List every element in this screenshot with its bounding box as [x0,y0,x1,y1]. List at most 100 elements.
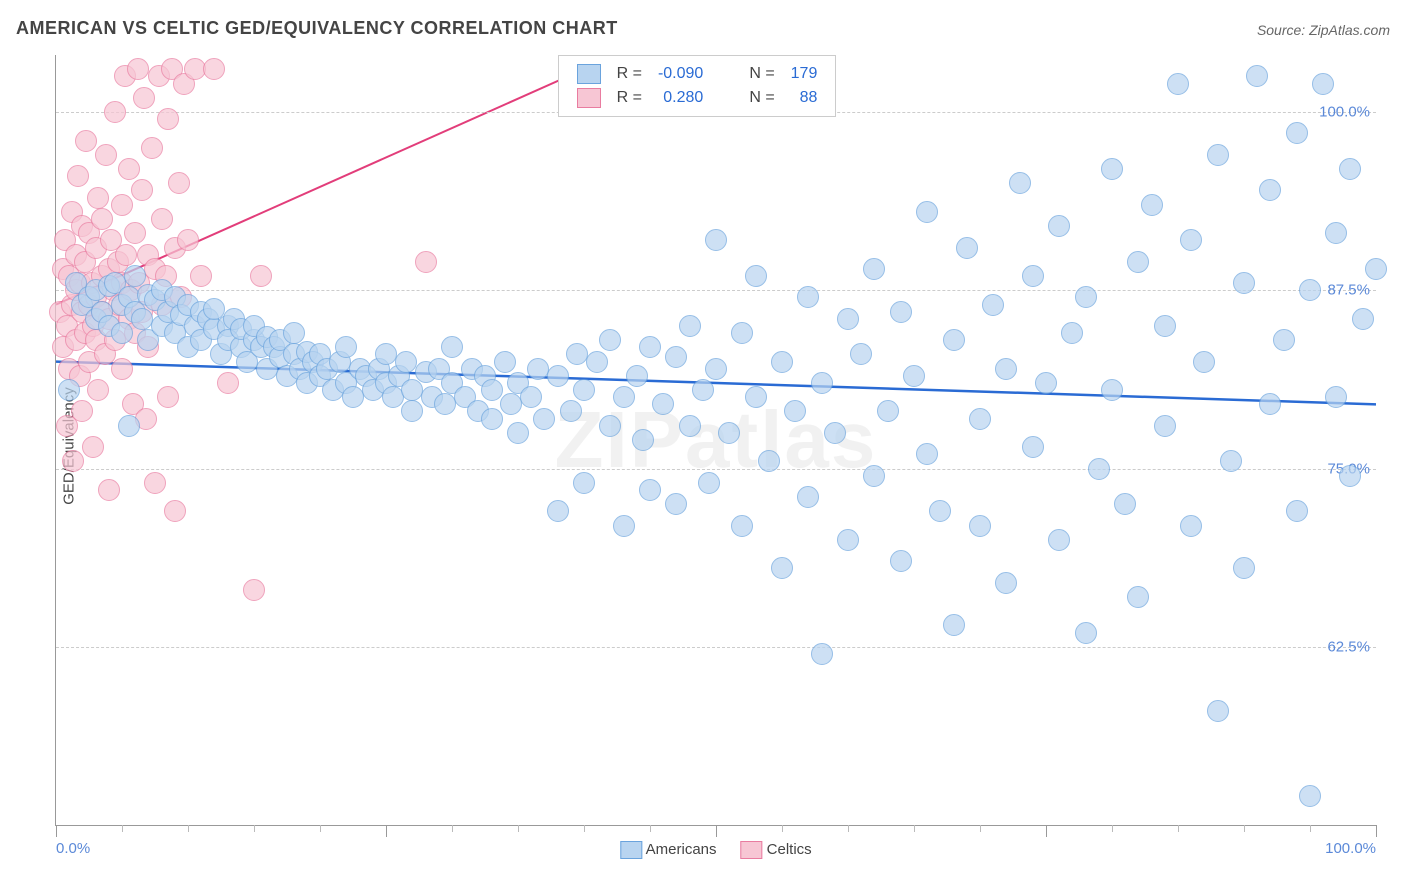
data-point-celtics [177,229,199,251]
data-point-americans [698,472,720,494]
data-point-americans [916,201,938,223]
y-tick-label: 87.5% [1327,282,1370,299]
data-point-celtics [164,500,186,522]
data-point-americans [1246,65,1268,87]
swatch-celtics-icon [741,841,763,859]
data-point-americans [507,422,529,444]
gridline [56,469,1376,470]
x-tick-minor [1244,825,1245,832]
data-point-celtics [87,379,109,401]
x-tick-minor [1310,825,1311,832]
data-point-americans [956,237,978,259]
data-point-americans [613,386,635,408]
x-tick [716,825,717,837]
data-point-americans [1220,450,1242,472]
data-point-americans [1325,222,1347,244]
data-point-americans [500,393,522,415]
data-point-americans [903,365,925,387]
x-tick-minor [848,825,849,832]
data-point-americans [1048,215,1070,237]
data-point-celtics [250,265,272,287]
data-point-americans [441,336,463,358]
data-point-americans [527,358,549,380]
stat-r-label: R = [609,86,650,110]
x-tick-minor [782,825,783,832]
data-point-americans [1167,73,1189,95]
x-tick-minor [914,825,915,832]
data-point-americans [1352,308,1374,330]
data-point-americans [1193,351,1215,373]
data-point-celtics [190,265,212,287]
data-point-americans [943,614,965,636]
data-point-americans [797,486,819,508]
data-point-celtics [157,108,179,130]
data-point-americans [1180,229,1202,251]
data-point-americans [1233,557,1255,579]
data-point-americans [784,400,806,422]
swatch-americans-icon [620,841,642,859]
data-point-celtics [87,187,109,209]
data-point-americans [1299,279,1321,301]
data-point-americans [771,351,793,373]
data-point-americans [837,308,859,330]
data-point-americans [916,443,938,465]
data-point-americans [1312,73,1334,95]
gridline [56,647,1376,648]
data-point-americans [335,336,357,358]
data-point-americans [1154,415,1176,437]
data-point-americans [665,346,687,368]
data-point-americans [731,322,753,344]
data-point-americans [639,479,661,501]
y-tick-label: 62.5% [1327,638,1370,655]
data-point-celtics [144,472,166,494]
data-point-celtics [118,158,140,180]
data-point-americans [131,308,153,330]
data-point-americans [494,351,516,373]
data-point-americans [573,379,595,401]
data-point-americans [929,500,951,522]
data-point-americans [1286,122,1308,144]
data-point-celtics [157,386,179,408]
stat-r-americans: -0.090 [650,62,711,86]
x-tick-minor [980,825,981,832]
data-point-americans [758,450,780,472]
data-point-americans [342,386,364,408]
data-point-americans [837,529,859,551]
x-tick [1376,825,1377,837]
data-point-americans [1259,393,1281,415]
data-point-americans [824,422,846,444]
data-point-americans [1207,700,1229,722]
x-tick-minor [254,825,255,832]
data-point-americans [811,643,833,665]
swatch-americans-icon [577,64,601,84]
data-point-americans [1259,179,1281,201]
data-point-celtics [82,436,104,458]
stat-n-label: N = [741,86,782,110]
data-point-americans [481,408,503,430]
data-point-americans [1299,785,1321,807]
data-point-celtics [133,87,155,109]
data-point-celtics [217,372,239,394]
data-point-americans [1114,493,1136,515]
stats-row-americans: R = -0.090 N = 179 [569,62,826,86]
stat-n-celtics: 88 [783,86,826,110]
data-point-americans [1180,515,1202,537]
data-point-americans [1035,372,1057,394]
data-point-americans [850,343,872,365]
data-point-americans [434,393,456,415]
x-tick-minor [452,825,453,832]
data-point-celtics [415,251,437,273]
data-point-americans [705,229,727,251]
data-point-americans [586,351,608,373]
swatch-celtics-icon [577,88,601,108]
x-tick-minor [1178,825,1179,832]
data-point-celtics [62,450,84,472]
stat-n-americans: 179 [783,62,826,86]
data-point-americans [665,493,687,515]
data-point-americans [969,515,991,537]
data-point-americans [718,422,740,444]
data-point-celtics [98,479,120,501]
data-point-americans [692,379,714,401]
data-point-americans [1233,272,1255,294]
data-point-americans [1009,172,1031,194]
